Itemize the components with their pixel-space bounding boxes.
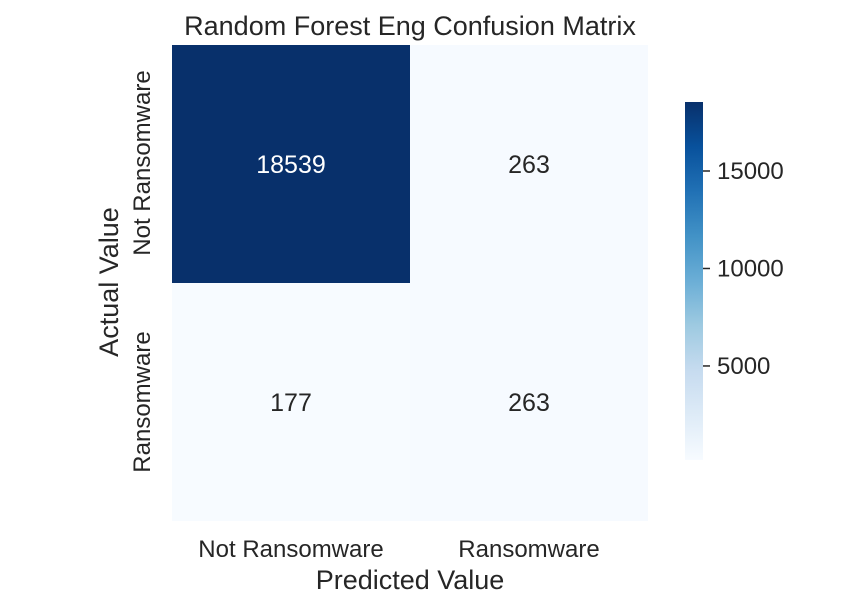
heatmap-cell-labels: 18539 263 177 263	[256, 151, 550, 417]
y-tick-label-ransomware: Ransomware	[129, 331, 156, 472]
y-tick-label-not-ransomware: Not Ransomware	[129, 70, 156, 255]
heatmap-cell-actual-not-ransomware-predicted-ransomware	[410, 45, 648, 283]
x-axis-label: Predicted Value	[316, 565, 505, 595]
colorbar-ticks: 5000 10000 15000	[703, 158, 784, 380]
x-tick-label-ransomware: Ransomware	[458, 536, 599, 563]
colorbar-tick-label: 5000	[717, 353, 770, 380]
colorbar-tick-label: 10000	[717, 255, 784, 282]
colorbar	[685, 102, 703, 460]
heatmap-cell-actual-ransomware-predicted-ransomware	[410, 283, 648, 521]
cell-value-label: 263	[508, 389, 550, 417]
heatmap-cell-actual-not-ransomware-predicted-not-ransomware	[172, 45, 410, 283]
y-axis-label: Actual Value	[94, 207, 124, 357]
colorbar-tick-label: 15000	[717, 158, 784, 185]
heatmap-cells	[172, 45, 648, 521]
cell-value-label: 263	[508, 151, 550, 179]
cell-value-label: 177	[270, 389, 312, 417]
chart-title: Random Forest Eng Confusion Matrix	[184, 11, 636, 41]
x-tick-label-not-ransomware: Not Ransomware	[198, 536, 383, 563]
cell-value-label: 18539	[256, 151, 326, 179]
heatmap-cell-actual-ransomware-predicted-not-ransomware	[172, 283, 410, 521]
